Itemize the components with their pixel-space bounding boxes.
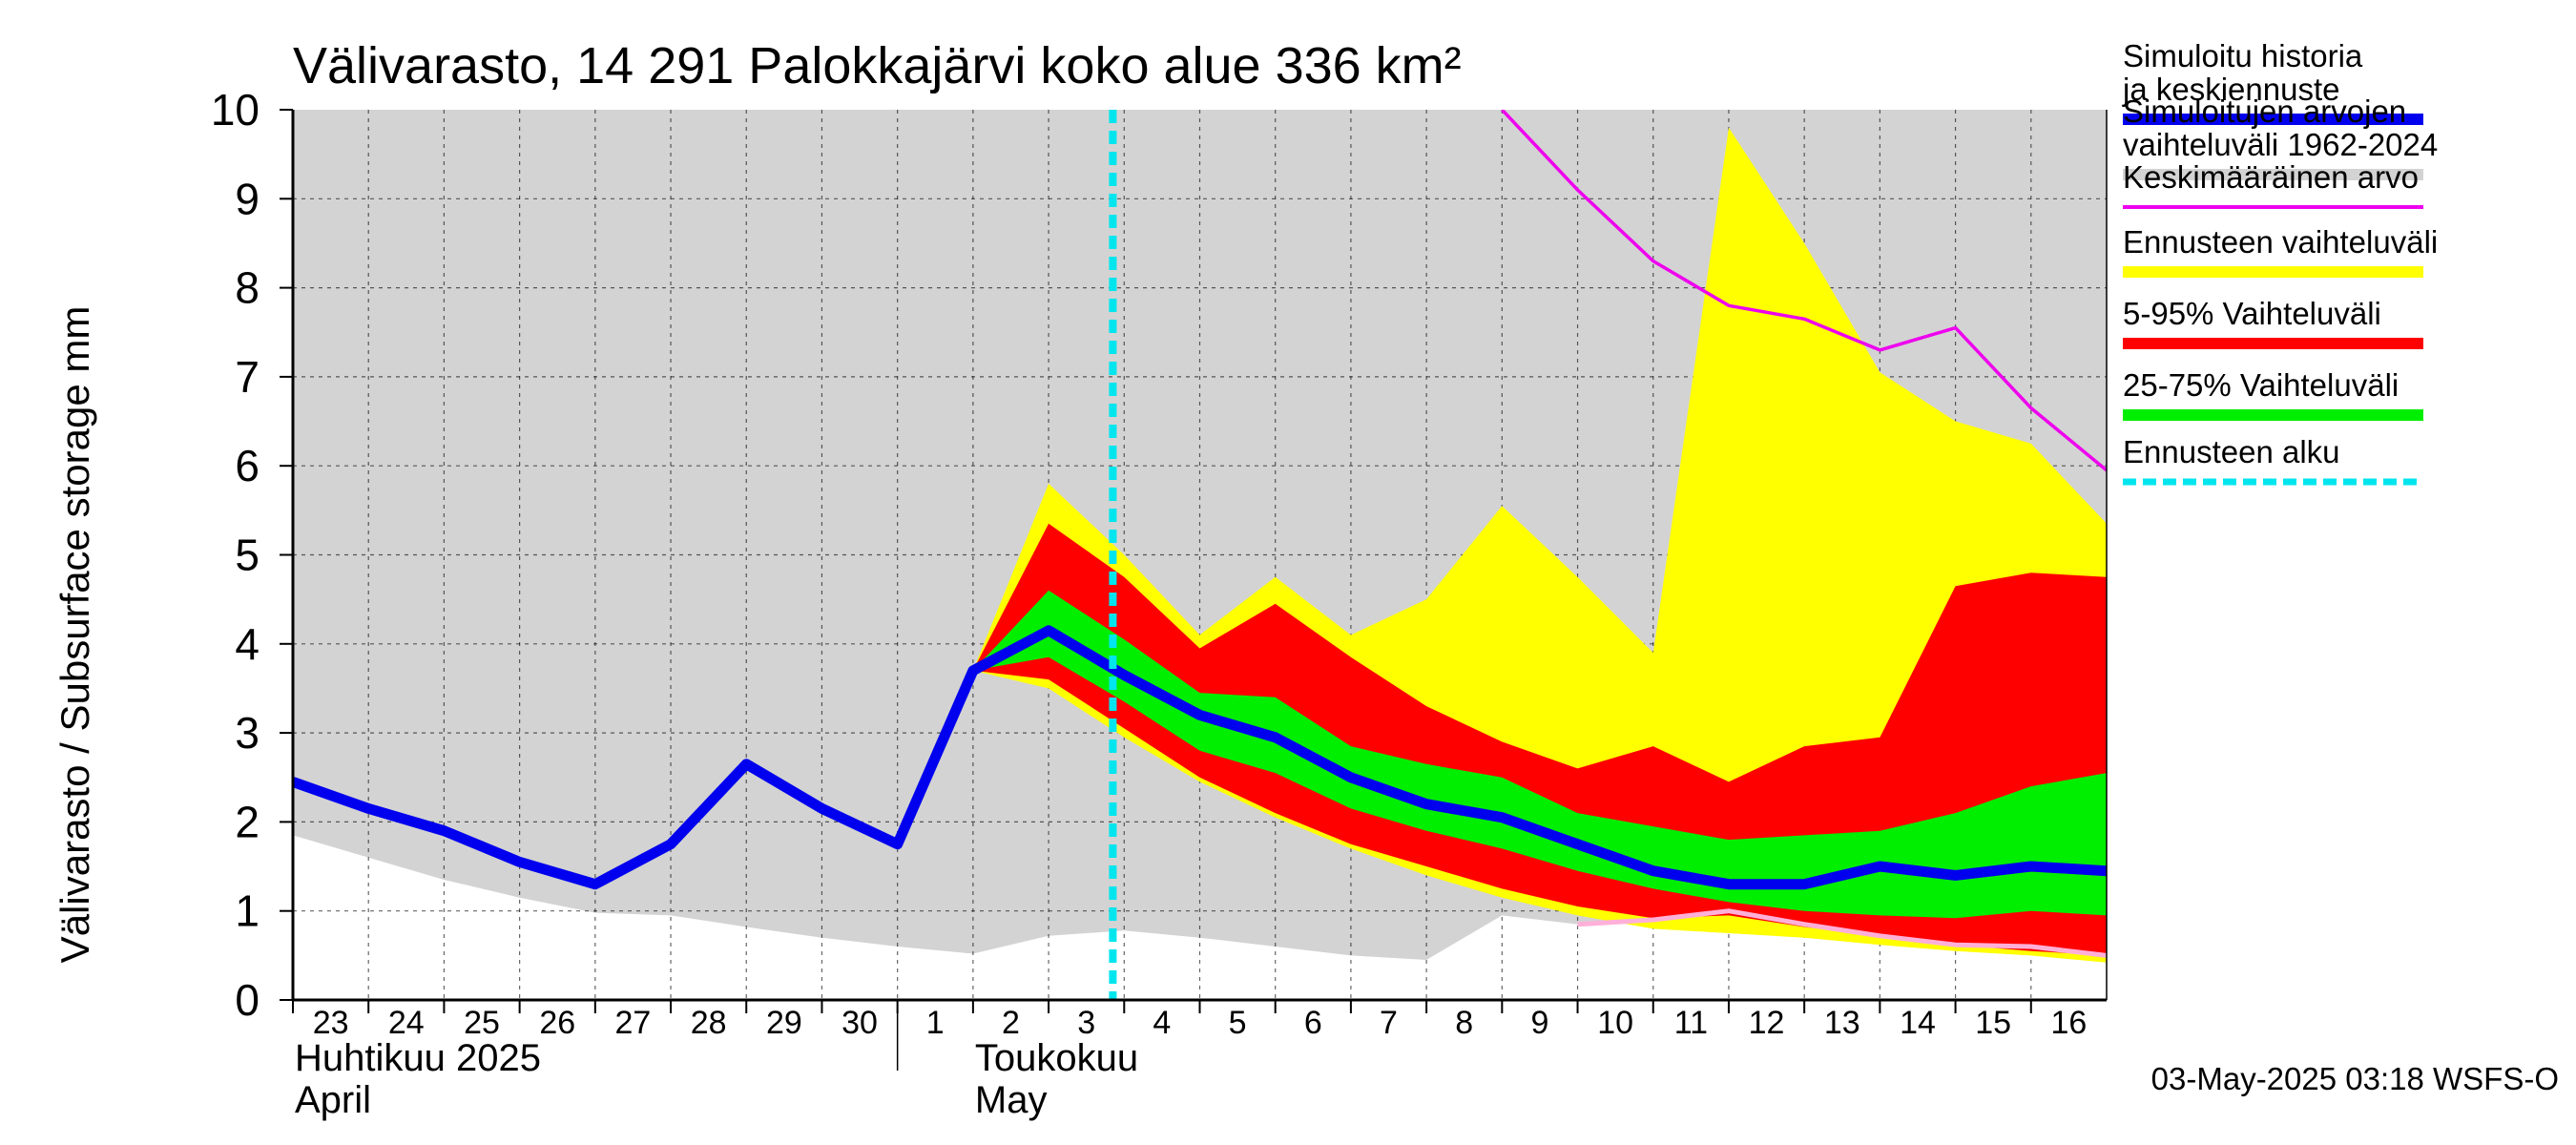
- legend-swatch: [2123, 409, 2423, 421]
- x-tick-label: 30: [841, 1005, 878, 1041]
- y-tick-label: 8: [235, 263, 260, 313]
- x-tick-label: 12: [1749, 1005, 1785, 1041]
- x-tick-label: 10: [1597, 1005, 1633, 1041]
- x-tick-label: 27: [615, 1005, 652, 1041]
- y-tick-label: 0: [235, 975, 260, 1025]
- legend-label: Simuloitu historia: [2123, 38, 2363, 73]
- legend-label: Keskimääräinen arvo: [2123, 159, 2419, 195]
- legend-label: 25-75% Vaihteluväli: [2123, 367, 2399, 403]
- legend-swatch: [2123, 266, 2423, 278]
- legend-label: Ennusteen vaihteluväli: [2123, 224, 2438, 260]
- x-tick-label: 13: [1824, 1005, 1860, 1041]
- average-value-line: [1501, 110, 2107, 472]
- x-tick-label: 5: [1229, 1005, 1247, 1041]
- x-tick-label: 25: [464, 1005, 500, 1041]
- y-tick-label: 9: [235, 174, 260, 223]
- legend-swatch: [2123, 338, 2423, 349]
- y-tick-label: 6: [235, 441, 260, 490]
- month-label: Toukokuu: [975, 1037, 1138, 1079]
- plot-area: [293, 110, 2107, 1000]
- legend-label: Simuloitujen arvojen: [2123, 94, 2406, 129]
- x-tick-label: 24: [388, 1005, 425, 1041]
- extra-series-line: [1577, 908, 2107, 958]
- y-tick-label: 7: [235, 352, 260, 402]
- y-tick-label: 10: [211, 85, 260, 135]
- x-tick-label: 8: [1455, 1005, 1473, 1041]
- x-tick-label: 9: [1530, 1005, 1548, 1041]
- y-tick-label: 3: [235, 708, 260, 758]
- month-label-en: May: [975, 1079, 1048, 1121]
- footer-timestamp: 03-May-2025 03:18 WSFS-O: [2151, 1061, 2559, 1096]
- x-tick-label: 28: [691, 1005, 727, 1041]
- y-tick-label: 1: [235, 886, 260, 936]
- x-tick-label: 3: [1077, 1005, 1095, 1041]
- x-tick-label: 7: [1380, 1005, 1398, 1041]
- legend-swatch: [2123, 114, 2423, 125]
- x-tick-label: 29: [766, 1005, 802, 1041]
- month-label-en: April: [295, 1079, 371, 1121]
- y-axis-label: Välivarasto / Subsurface storage mm: [52, 306, 97, 964]
- month-label: Huhtikuu 2025: [295, 1037, 541, 1079]
- x-tick-label: 26: [539, 1005, 575, 1041]
- y-tick-label: 4: [235, 619, 260, 669]
- mean-forecast-line: [293, 625, 2107, 890]
- x-tick-label: 11: [1674, 1005, 1708, 1041]
- legend-swatch: [2123, 169, 2423, 180]
- legend-swatch: [2123, 205, 2423, 209]
- y-tick-label: 2: [235, 797, 260, 846]
- x-tick-label: 16: [2050, 1005, 2087, 1041]
- x-tick-label: 23: [313, 1005, 349, 1041]
- legend-label: 5-95% Vaihteluväli: [2123, 296, 2381, 331]
- legend-label: ja keskiennuste: [2122, 72, 2339, 107]
- legend-label: Ennusteen alku: [2123, 434, 2340, 469]
- p25-75-range-area: [972, 590, 2107, 919]
- x-tick-label: 6: [1304, 1005, 1322, 1041]
- y-tick-label: 5: [235, 531, 260, 580]
- legend-label: vaihteluväli 1962-2024: [2123, 127, 2438, 162]
- x-tick-label: 1: [926, 1005, 945, 1041]
- x-tick-label: 4: [1153, 1005, 1171, 1041]
- chart-title: Välivarasto, 14 291 Palokkajärvi koko al…: [293, 37, 1462, 94]
- x-tick-label: 15: [1975, 1005, 2011, 1041]
- x-tick-label: 14: [1900, 1005, 1936, 1041]
- x-tick-label: 2: [1002, 1005, 1020, 1041]
